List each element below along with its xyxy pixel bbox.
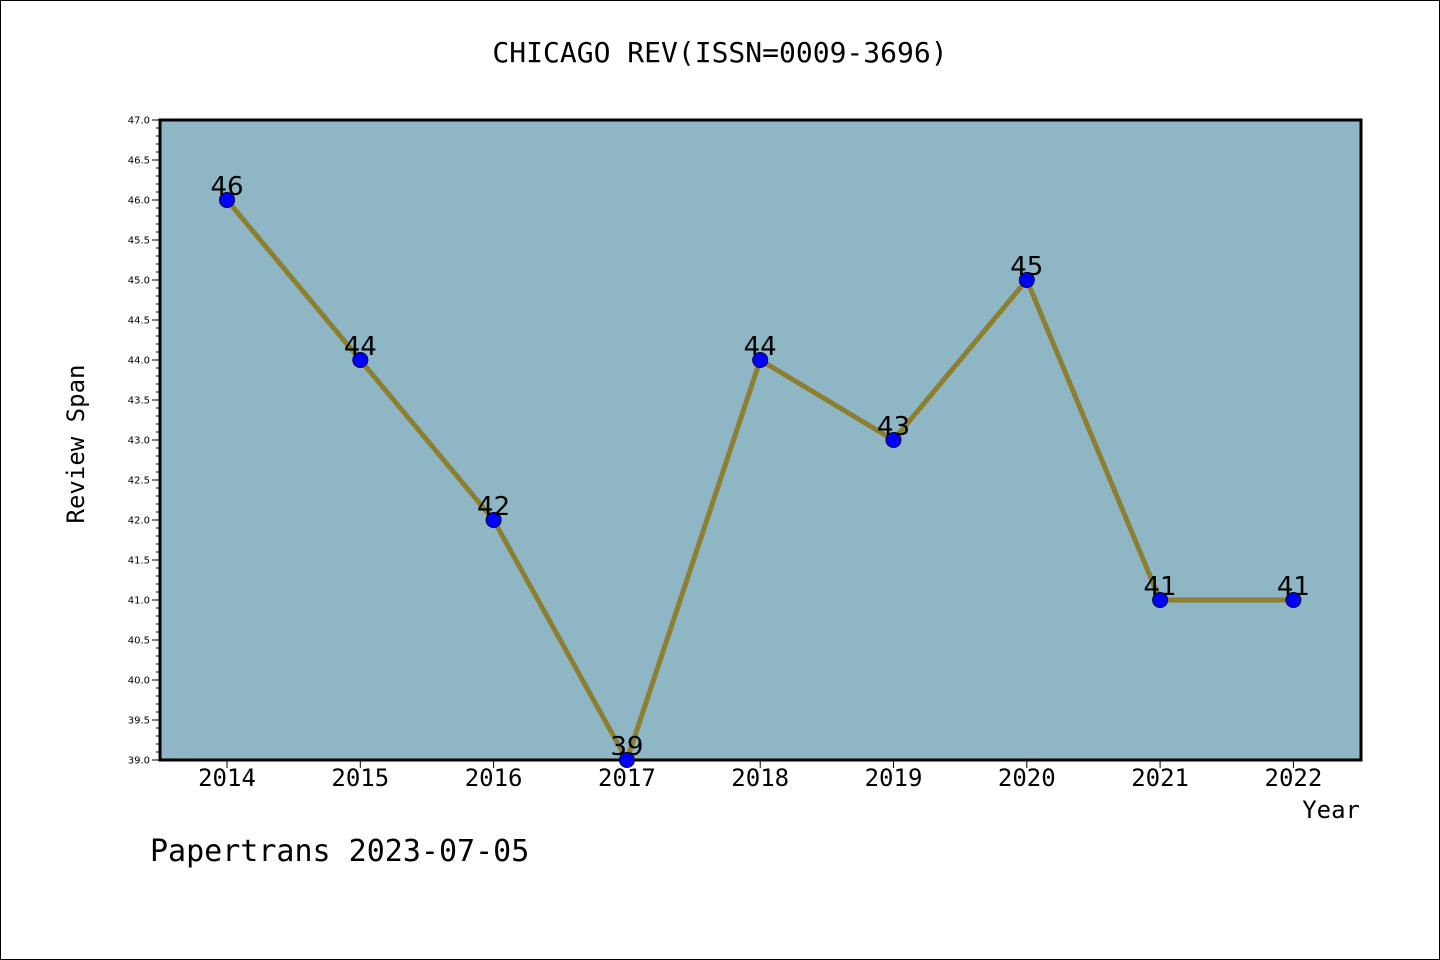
y-tick-label: 42.5: [128, 476, 150, 487]
y-tick-label: 47.0: [128, 116, 150, 127]
y-tick-label: 45.5: [128, 236, 150, 247]
data-point: [752, 352, 769, 368]
x-tick-label: 2018: [731, 764, 789, 792]
y-tick-label: 40.0: [128, 676, 150, 687]
data-point: [352, 352, 369, 368]
y-axis: 39.0 39.5 40.0 40.5 41.0 41.5 42.0 42.5 43.0 43.5…: [128, 116, 160, 767]
data-label: 41: [1144, 572, 1177, 602]
x-tick-label: 2021: [1131, 764, 1189, 792]
data-point: [1018, 272, 1035, 288]
y-tick-label: 43.0: [128, 436, 150, 447]
y-tick-label: 41.0: [128, 596, 150, 607]
y-tick-label: 45.0: [128, 276, 150, 287]
markers: [219, 192, 1302, 768]
plot-area: [158, 118, 1363, 762]
chart-title: CHICAGO REV(ISSN=0009-3696): [492, 36, 948, 69]
y-tick-label: 40.5: [128, 636, 150, 647]
data-labels: 46 44 42 39 44 43 45 41 41: [210, 172, 1309, 762]
data-label: 45: [1010, 252, 1043, 282]
data-point: [219, 192, 235, 208]
y-tick-label: 44.0: [128, 356, 150, 367]
y-tick-label: 44.5: [128, 316, 150, 327]
footer-text: Papertrans 2023-07-05: [150, 834, 530, 869]
x-tick-label: 2022: [1265, 764, 1323, 792]
data-point: [485, 512, 502, 528]
y-tick-label: 41.5: [128, 556, 150, 567]
y-tick-label: 46.0: [128, 196, 150, 207]
data-point: [1285, 592, 1302, 608]
data-point: [885, 432, 902, 448]
x-axis-label: Year: [1302, 796, 1360, 824]
data-label: 42: [477, 492, 510, 522]
x-tick-label: 2017: [598, 764, 656, 792]
data-label: 46: [210, 172, 243, 202]
data-label: 39: [610, 732, 643, 762]
x-tick-label: 2019: [865, 764, 923, 792]
y-tick-label: 42.0: [128, 516, 150, 527]
x-tick-label: 2014: [198, 764, 256, 792]
y-axis-label: Review Span: [62, 364, 90, 524]
data-label: 41: [1277, 572, 1310, 602]
data-label: 44: [344, 332, 377, 362]
y-tick-label: 39.0: [128, 756, 150, 767]
data-label: 44: [744, 332, 777, 362]
y-tick-label: 43.5: [128, 396, 150, 407]
x-axis: 2014 2015 2016 2017 2018 2019 2020 2021 2022: [198, 760, 1322, 792]
y-tick-label: 39.5: [128, 716, 150, 727]
x-tick-label: 2020: [998, 764, 1056, 792]
data-point: [618, 752, 635, 768]
data-point: [1152, 592, 1169, 608]
x-tick-label: 2016: [465, 764, 523, 792]
data-label: 43: [877, 412, 910, 442]
x-tick-label: 2015: [331, 764, 389, 792]
y-tick-label: 46.5: [128, 156, 150, 167]
